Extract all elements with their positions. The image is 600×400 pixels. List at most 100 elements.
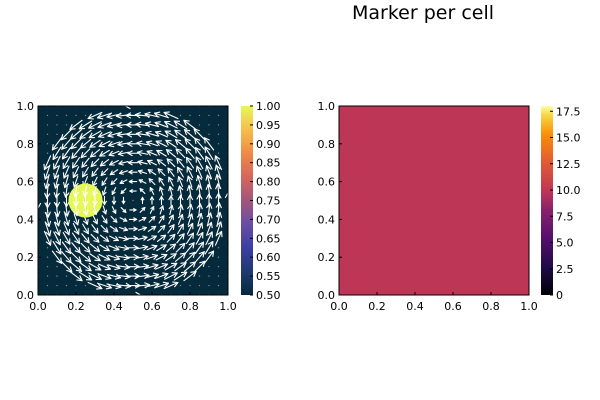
- left-vector-arrow: [144, 283, 160, 288]
- left-vector-arrow-head: [151, 235, 157, 241]
- left-vector-arrow: [146, 150, 158, 156]
- left-vector-arrow-head: [206, 202, 213, 209]
- left-vector-arrow: [70, 251, 82, 263]
- left-vector-arrow: [145, 132, 159, 137]
- left-vector-arrow: [110, 215, 118, 223]
- left-vector-arrow-head: [52, 153, 59, 161]
- left-grid-dot: [65, 124, 68, 126]
- right-x-axis: 0.0 0.2 0.4 0.6 0.8 1.0: [330, 292, 538, 313]
- left-vector-arrow-head: [187, 222, 194, 230]
- left-vector-arrow: [80, 148, 91, 159]
- left-vector-arrow-head: [174, 129, 181, 136]
- left-vector-arrow: [187, 213, 193, 226]
- left-vector-arrow: [147, 235, 157, 242]
- left-vector-arrow-head: [169, 233, 176, 240]
- left-vector-arrow: [184, 251, 196, 263]
- left-vector-arrow-head: [90, 161, 97, 168]
- left-vector-arrow-head: [127, 150, 133, 157]
- left-grid-dot: [217, 152, 220, 154]
- left-vector-arrow: [155, 253, 168, 261]
- left-vector-arrow-head: [62, 181, 70, 189]
- left-vector-arrow-head: [93, 236, 100, 243]
- left-vector-arrow-head: [56, 257, 63, 264]
- left-vector-arrow-head: [149, 187, 154, 192]
- left-vector-arrow: [168, 176, 174, 187]
- left-vector-arrow: [217, 183, 220, 199]
- left-vector-arrow: [72, 222, 80, 235]
- left-vector-arrow-head: [53, 172, 60, 180]
- left-vector-arrow-head: [102, 209, 108, 215]
- left-vector-arrow-head: [185, 147, 192, 154]
- right-colorbar-tick-label: 7.5: [556, 210, 574, 223]
- left-vector-arrow-head: [62, 162, 69, 170]
- left-vector-arrow: [164, 130, 178, 139]
- left-vector-arrow: [165, 253, 177, 262]
- left-vector-arrow: [89, 149, 101, 158]
- left-grid-dot: [179, 114, 182, 117]
- left-vector-arrow: [136, 246, 149, 250]
- left-grid-dot: [56, 275, 58, 277]
- left-vector-arrow-head: [117, 140, 124, 148]
- left-grid-dot: [56, 133, 58, 136]
- left-vector-arrow-head: [116, 121, 123, 129]
- right-x-tick-label: 0.6: [444, 300, 462, 313]
- left-vector-arrow-head: [75, 265, 83, 272]
- left-vector-arrow-head: [177, 213, 184, 220]
- left-vector-arrow: [43, 155, 52, 171]
- left-vector-arrow-head: [125, 121, 132, 129]
- left-vector-arrow-head: [79, 142, 87, 149]
- left-vector-arrow: [135, 265, 150, 269]
- left-vector-arrow: [88, 121, 102, 129]
- left-vector-arrow: [88, 130, 102, 139]
- left-vector-arrow: [99, 159, 110, 167]
- left-vector-arrow: [206, 174, 212, 189]
- left-grid-dot: [46, 114, 49, 117]
- left-vector-arrow-head: [186, 184, 194, 192]
- left-vector-arrow-head: [87, 113, 94, 120]
- left-vector-arrow: [204, 240, 214, 255]
- left-vector-arrow: [106, 283, 122, 288]
- left-vector-arrow: [118, 226, 129, 231]
- left-vector-arrow-head: [126, 131, 133, 138]
- left-vector-arrow: [158, 177, 165, 186]
- left-vector-arrow: [69, 261, 83, 272]
- left-vector-arrow-head: [123, 254, 130, 261]
- right-x-tick-label: 0.8: [482, 300, 500, 313]
- left-vector-arrow-head: [61, 153, 68, 160]
- left-vector-arrow: [206, 221, 212, 236]
- left-vector-arrow-head: [54, 211, 61, 218]
- left-vector-arrow-head: [164, 130, 171, 137]
- left-vector-arrow: [149, 187, 155, 195]
- left-grid-dot: [217, 124, 220, 126]
- left-vector-arrow: [99, 149, 110, 157]
- left-vector-arrow-head: [224, 192, 228, 199]
- left-vector-arrow-head: [73, 228, 80, 235]
- left-vector-arrow: [214, 230, 223, 246]
- left-vector-arrow: [98, 263, 111, 270]
- left-vector-arrow-head: [183, 119, 190, 126]
- left-vector-arrow: [69, 119, 83, 131]
- left-vector-arrow-head: [151, 253, 159, 260]
- left-grid-dot: [208, 284, 210, 287]
- left-grid-dot: [46, 133, 49, 136]
- left-vector-arrow: [203, 137, 215, 151]
- left-vector-arrow: [185, 232, 195, 245]
- left-vector-arrow-head: [124, 273, 131, 280]
- left-vector-arrow: [65, 184, 68, 198]
- right-y-tick-label: 1.0: [318, 100, 336, 113]
- left-vector-arrow-head: [128, 179, 133, 184]
- left-grid-dot: [84, 284, 87, 287]
- left-vector-arrow-head: [123, 244, 130, 251]
- left-vector-arrow-head: [110, 180, 116, 186]
- left-vector-arrow: [81, 157, 90, 168]
- left-vector-arrow-head: [128, 169, 133, 175]
- left-vector-arrow-head: [171, 272, 178, 278]
- left-vector-arrow-head: [124, 106, 131, 110]
- left-vector-arrow: [61, 137, 72, 150]
- left-vector-arrow-head: [151, 225, 157, 231]
- left-vector-arrow: [215, 221, 222, 237]
- left-vector-arrow-head: [169, 243, 177, 250]
- left-vector-arrow: [61, 251, 72, 264]
- left-vector-arrow: [164, 121, 178, 129]
- left-vector-arrow: [144, 122, 160, 128]
